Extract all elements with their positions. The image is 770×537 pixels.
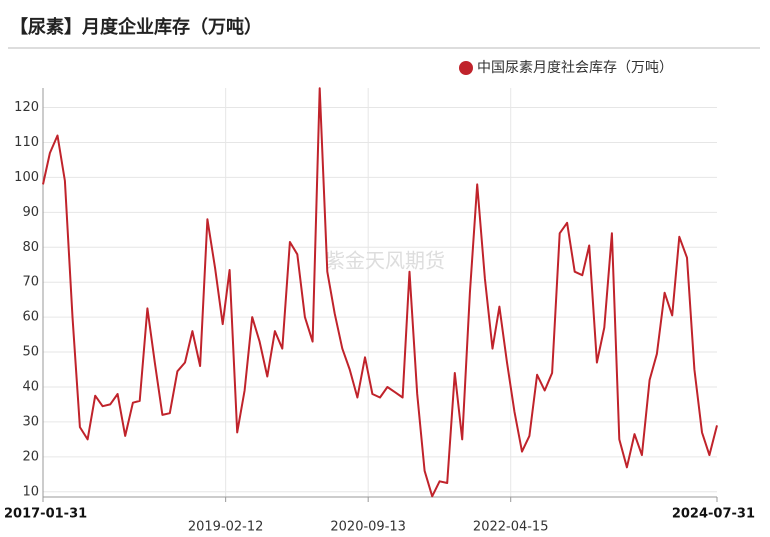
y-tick-label: 10 [22,484,39,499]
y-tick-label: 80 [22,240,39,255]
x-tick-label: 2022-04-15 [473,520,549,535]
y-tick-label: 20 [22,449,39,464]
x-tick-label: 2024-07-31 [672,507,755,522]
y-tick-label: 120 [14,100,39,115]
y-tick-label: 110 [14,135,39,150]
y-tick-label: 50 [22,345,39,360]
watermark: 紫金天风期货 [325,249,445,273]
y-tick-label: 90 [22,205,39,220]
chart-title: 【尿素】月度企业库存（万吨） [10,16,262,38]
y-tick-label: 70 [22,275,39,290]
legend-marker [459,61,473,75]
x-tick-label: 2020-09-13 [330,520,406,535]
x-tick-label: 2019-02-12 [188,520,264,535]
y-tick-label: 30 [22,414,39,429]
x-tick-label: 2017-01-31 [4,507,87,522]
y-tick-label: 40 [22,379,39,394]
y-tick-label: 60 [22,310,39,325]
y-tick-label: 100 [14,170,39,185]
data-line [42,87,718,498]
legend-label: 中国尿素月度社会库存（万吨） [477,60,673,76]
